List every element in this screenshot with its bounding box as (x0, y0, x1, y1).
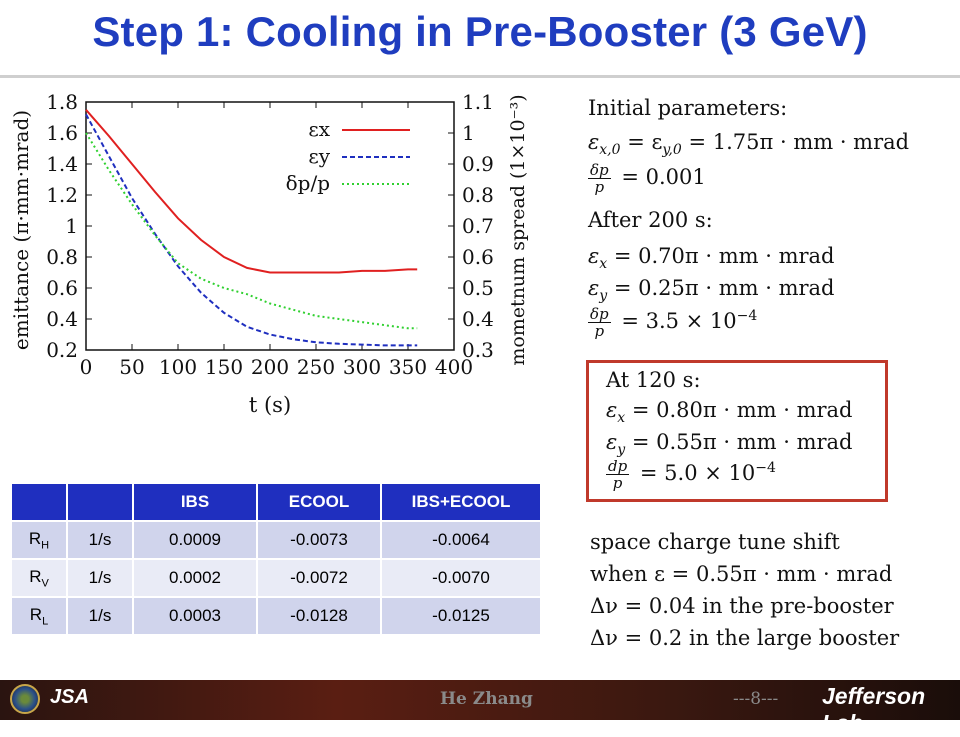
y-tick-label: 0.6 (46, 276, 78, 300)
table-header-ibs: IBS (132, 482, 258, 522)
row-unit: 1/s (66, 596, 134, 636)
at-momentum-spread: dp p = 5.0 × 10−4 (606, 457, 776, 492)
x-tick-label: 400 (435, 355, 473, 379)
row-ibs-ecool: -0.0070 (380, 558, 542, 598)
y-tick-label: 1.6 (46, 121, 78, 145)
rates-table: IBS ECOOL IBS+ECOOL RH 1/s 0.0009 -0.007… (10, 482, 542, 636)
footer-author: He Zhang (440, 689, 533, 709)
series-layer (85, 109, 418, 347)
row-ibs-ecool: -0.0064 (380, 520, 542, 560)
at-emittance-x: εx = 0.80π · mm · mrad (606, 398, 853, 427)
series-line (85, 132, 418, 330)
table-header-ibs-ecool: IBS+ECOOL (380, 482, 542, 522)
jefferson-lab-logo: Jefferson Lab (822, 683, 926, 736)
legend-label: εx (308, 117, 330, 141)
highlight-box-120s (586, 360, 888, 502)
y2-tick-label: 0.8 (462, 183, 494, 207)
x-tick-label: 50 (119, 355, 144, 379)
y2-tick-label: 0.9 (462, 152, 494, 176)
slide-title: Step 1: Cooling in Pre-Booster (3 GeV) (92, 8, 868, 55)
y2-tick-label: 1 (462, 121, 475, 145)
space-charge-line-4: Δν = 0.2 in the large booster (590, 626, 900, 650)
y-tick-label: 1.8 (46, 90, 78, 114)
initial-momentum-spread: δp p = 0.001 (588, 161, 706, 196)
y2-tick-label: 0.5 (462, 276, 494, 300)
x-axis-label: t (s) (249, 393, 291, 417)
space-charge-line-2: when ε = 0.55π · mm · mrad (590, 562, 893, 586)
row-ibs: 0.0003 (132, 596, 258, 636)
y2-axis-label: mometnum spread (1×10⁻³) (507, 94, 529, 365)
row-label: RH (10, 520, 68, 560)
row-ibs: 0.0002 (132, 558, 258, 598)
y2-tick-label: 0.7 (462, 214, 494, 238)
y-axis-label: emittance (π·mm·mrad) (9, 110, 33, 350)
row-ibs-ecool: -0.0125 (380, 596, 542, 636)
legend-label: εy (308, 144, 330, 168)
legend-label: δp/p (286, 171, 330, 195)
y2-tick-label: 1.1 (462, 90, 494, 114)
y-tick-label: 0.4 (46, 307, 78, 331)
tick-marks (85, 101, 455, 351)
tick-labels: 0 50 100 150 200 250 300 350 400 0.2 0.4 0.6 0.8 1 1.2… (46, 90, 494, 379)
row-ibs: 0.0009 (132, 520, 258, 560)
at-header: At 120 s: (606, 368, 701, 392)
x-tick-label: 300 (343, 355, 381, 379)
y2-tick-label: 0.6 (462, 245, 494, 269)
after-momentum-spread: δp p = 3.5 × 10−4 (588, 305, 758, 340)
emittance-chart: 0 50 100 150 200 250 300 350 400 0.2 0.4 0.6 0.8 1 1.2… (9, 90, 529, 417)
space-charge-notes: space charge tune shift when ε = 0.55π ·… (590, 526, 899, 654)
row-unit: 1/s (66, 520, 134, 560)
table-header-blank-1 (10, 482, 68, 522)
table-header-blank-2 (66, 482, 134, 522)
row-label: RV (10, 558, 68, 598)
y2-tick-label: 0.4 (462, 307, 494, 331)
space-charge-line-1: space charge tune shift (590, 530, 840, 554)
after-header: After 200 s: (588, 208, 713, 232)
series-line (85, 113, 418, 347)
y-tick-label: 1 (65, 214, 78, 238)
y2-tick-label: 0.3 (462, 338, 494, 362)
after-emittance-y: εy = 0.25π · mm · mrad (588, 276, 835, 305)
row-ecool: -0.0073 (256, 520, 382, 560)
row-ecool: -0.0128 (256, 596, 382, 636)
footer-bar (0, 680, 960, 720)
title-band: Step 1: Cooling in Pre-Booster (3 GeV) (0, 0, 960, 78)
y-tick-label: 0.2 (46, 338, 78, 362)
row-ecool: -0.0072 (256, 558, 382, 598)
x-tick-label: 250 (297, 355, 335, 379)
after-emittance-x: εx = 0.70π · mm · mrad (588, 244, 835, 273)
series-line (85, 109, 418, 274)
x-tick-label: 350 (389, 355, 427, 379)
footer-page-number: ---8--- (733, 689, 779, 709)
x-tick-label: 100 (159, 355, 197, 379)
jsa-logo: JSA (50, 686, 89, 708)
x-tick-label: 200 (251, 355, 289, 379)
y-tick-label: 1.2 (46, 183, 78, 207)
plot-frame (85, 101, 455, 351)
x-tick-label: 0 (80, 355, 93, 379)
table-header-ecool: ECOOL (256, 482, 382, 522)
x-tick-label: 150 (205, 355, 243, 379)
at-emittance-y: εy = 0.55π · mm · mrad (606, 430, 853, 459)
doe-seal-icon (10, 684, 40, 714)
table-row: RV 1/s 0.0002 -0.0072 -0.0070 (10, 558, 542, 598)
table-header-row: IBS ECOOL IBS+ECOOL (10, 482, 542, 522)
table-row: RL 1/s 0.0003 -0.0128 -0.0125 (10, 596, 542, 636)
y-tick-label: 0.8 (46, 245, 78, 269)
initial-emittance: εx,0 = εy,0 = 1.75π · mm · mrad (588, 130, 910, 159)
space-charge-line-3: Δν = 0.04 in the pre-booster (590, 594, 894, 618)
row-unit: 1/s (66, 558, 134, 598)
table-row: RH 1/s 0.0009 -0.0073 -0.0064 (10, 520, 542, 560)
row-label: RL (10, 596, 68, 636)
y-tick-label: 1.4 (46, 152, 78, 176)
initial-header: Initial parameters: (588, 96, 788, 120)
legend: εx εy δp/p (286, 117, 410, 195)
